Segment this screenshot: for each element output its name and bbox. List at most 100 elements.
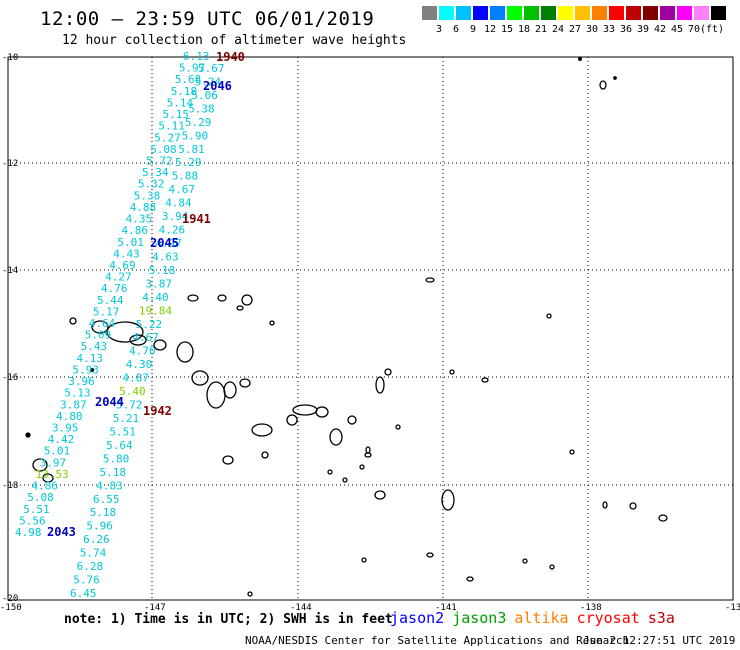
wave-height-label: 4.27: [105, 271, 132, 284]
scale-swatch: [609, 6, 625, 20]
scale-label: 15: [500, 24, 514, 35]
map-frame: [7, 56, 734, 601]
wave-height-label: 3.97: [40, 456, 67, 469]
wave-height-label: 4.76: [101, 282, 128, 295]
wave-height-label: 5.80: [103, 452, 130, 465]
wave-height-label: 5.29: [175, 156, 202, 169]
scale-swatch: [575, 6, 591, 20]
wave-height-label: 5.13: [64, 387, 91, 400]
wave-height-label: 4.64: [89, 317, 116, 330]
scale-label: (ft): [700, 24, 725, 35]
island-outline: [361, 557, 367, 563]
legend-item-s3a: s3a: [647, 609, 675, 627]
wave-height-label: 5.81: [178, 143, 205, 156]
wave-height-label: 5.96: [86, 520, 113, 533]
island-outline: [42, 473, 54, 483]
wave-height-label: 4.63: [152, 251, 179, 264]
scale-label: 30: [585, 24, 599, 35]
wave-height-label: 4.97: [155, 237, 182, 250]
wave-height-label: 5.72: [146, 155, 173, 168]
longitude-label: -150: [0, 603, 22, 613]
longitude-label: -13: [725, 603, 740, 613]
scale-swatch: [456, 6, 472, 20]
axis-labels: -10 -12 -14 -16 -18 -20-150 -147 -144 -141 -138 -1…: [0, 53, 740, 613]
scale-label: 3: [435, 24, 443, 35]
satellite-tracks: 6.135.975.685.185.145.155.115.275.085.72…: [15, 50, 245, 600]
wave-height-label: 4.86: [31, 480, 58, 493]
wave-height-label: 4.88: [130, 201, 157, 214]
scale-swatch: [558, 6, 574, 20]
credit-text: NOAA/NESDIS Center for Satellite Applica…: [245, 634, 630, 647]
pass-time-label: 1940: [216, 50, 245, 64]
latitude-label: -18: [2, 481, 18, 491]
island-dot: [578, 57, 582, 61]
wave-height-label: 4.80: [56, 410, 83, 423]
scale-swatch: [677, 6, 693, 20]
island-outline: [466, 576, 474, 582]
wave-height-label: 6.28: [77, 560, 104, 573]
pass-time-label: 2044: [95, 395, 124, 409]
island-outline: [602, 501, 608, 509]
island-outline: [217, 294, 227, 302]
wave-height-label: 5.74: [80, 547, 107, 560]
scale-label: 24: [551, 24, 565, 35]
latitude-label: -20: [2, 594, 18, 604]
island-outline: [359, 464, 365, 470]
wave-height-label: 5.27: [154, 131, 181, 144]
wave-height-label: 4.67: [169, 183, 196, 196]
wave-height-label: 3.94: [162, 210, 189, 223]
wave-height-label: 5.88: [172, 170, 199, 183]
wave-height-label: 5.08: [150, 143, 177, 156]
legend-item-jason2: jason2: [390, 609, 445, 627]
longitude-label: -141: [435, 603, 457, 613]
scale-swatch: [524, 6, 540, 20]
pass-time-label: 2043: [47, 525, 76, 539]
legend-item-jason3: jason3: [452, 609, 507, 627]
scale-swatch: [592, 6, 608, 20]
scale-label: 45: [670, 24, 684, 35]
island-outline: [569, 449, 575, 455]
scale-swatch: [473, 6, 489, 20]
scale-label: 18: [517, 24, 531, 35]
wave-height-label: 5.38: [188, 102, 215, 115]
island-outline: [247, 591, 253, 597]
island-outline: [106, 321, 144, 343]
island-outline: [441, 489, 455, 511]
pass-time-label: 1942: [143, 404, 172, 418]
island-outline: [546, 313, 552, 319]
legend-item-altika: altika: [514, 609, 569, 627]
island-outline: [236, 305, 244, 311]
wave-height-label: 5.68: [175, 73, 202, 86]
wave-height-label: 5.64: [106, 439, 133, 452]
map-subtitle: 12 hour collection of altimeter wave hei…: [62, 33, 407, 48]
scale-label: 33: [602, 24, 616, 35]
island-outline: [629, 502, 637, 510]
island-dot: [25, 432, 31, 438]
wave-height-label: 6.26: [83, 533, 110, 546]
island-outline: [176, 341, 194, 363]
wave-height-label: 4.86: [122, 224, 149, 237]
coastlines: [25, 57, 668, 597]
island-outline: [425, 277, 435, 283]
island-outline: [342, 477, 348, 483]
island-outline: [69, 317, 77, 325]
island-outline: [222, 455, 234, 465]
island-outline: [223, 381, 237, 399]
longitude-label: -147: [144, 603, 166, 613]
latitude-label: -16: [2, 373, 18, 383]
scale-label: 27: [568, 24, 582, 35]
scale-label: 42: [653, 24, 667, 35]
pass-time-label: 2046: [203, 79, 232, 93]
island-outline: [239, 378, 251, 388]
island-outline: [269, 320, 275, 326]
wave-height-label: 3.96: [68, 375, 95, 388]
scale-label: 12: [483, 24, 497, 35]
latitude-label: -14: [2, 266, 18, 276]
island-outline: [251, 423, 273, 437]
graticule: [8, 57, 733, 600]
wave-height-label: 4.40: [142, 291, 169, 304]
wave-height-label: 5.72: [116, 399, 142, 412]
wave-height-label: 5.34: [142, 166, 169, 179]
wave-height-label: 4.69: [109, 259, 136, 272]
latitude-label: -10: [2, 53, 18, 63]
